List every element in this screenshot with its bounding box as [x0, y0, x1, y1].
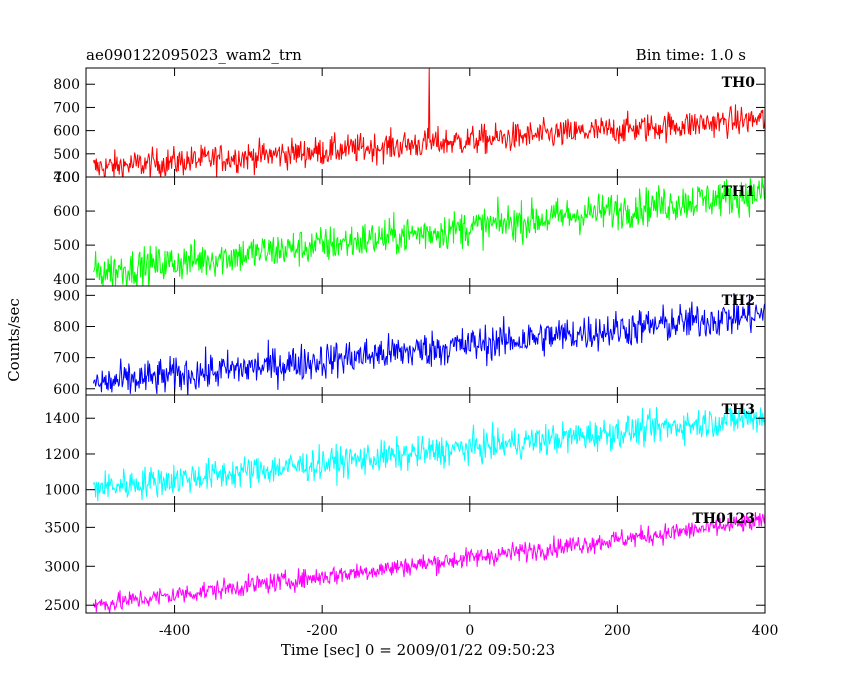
- y-tick-label: 700: [53, 351, 80, 367]
- panel-frame: [85, 394, 766, 505]
- y-tick-label: 1200: [44, 447, 80, 463]
- y-tick-label: 600: [53, 204, 80, 220]
- panel-label: TH3: [722, 402, 755, 418]
- panel-th1: 400 500 600 700 TH1: [53, 170, 766, 288]
- panel-frame: [85, 503, 766, 614]
- x-tick-label: 0: [465, 623, 474, 639]
- y-tick-label: 400: [53, 170, 80, 186]
- y-tick-label: 1000: [44, 483, 80, 499]
- series-line-th0: [92, 68, 765, 177]
- x-axis: -400 -200 0 200 400: [159, 623, 779, 639]
- y-tick-label: 500: [53, 238, 80, 254]
- panel-th0123: 2500 3000 3500 TH0123: [44, 503, 766, 614]
- y-tick-label: 2500: [44, 598, 80, 614]
- y-tick-label: 500: [53, 147, 80, 163]
- series-line-th3: [92, 406, 765, 502]
- y-tick-label: 3500: [44, 520, 80, 536]
- panel-label: TH0: [722, 75, 756, 91]
- y-tick-label: 700: [53, 170, 80, 186]
- y-tick-label: 400: [53, 272, 80, 288]
- panel-th3: 1000 1200 1400 TH3: [44, 394, 766, 505]
- series-line-th2: [92, 292, 765, 395]
- panel-th2: 600 700 800 900 TH2: [53, 285, 766, 398]
- y-tick-label: 800: [53, 319, 80, 335]
- panel-th0: 400 500 600 700 800 TH0: [53, 67, 766, 186]
- y-tick-label: 700: [53, 100, 80, 116]
- panel-label: TH0123: [692, 511, 755, 527]
- series-line-th0123: [92, 512, 765, 613]
- observation-id-label: ae090122095023_wam2_trn: [86, 46, 302, 64]
- series-line-th1: [92, 177, 765, 286]
- x-tick-label: 400: [752, 623, 779, 639]
- y-tick-label: 600: [53, 124, 80, 140]
- panels-group: 400 500 600 700 800 TH0 400 500 600 700 TH1 600 700 8…: [44, 67, 766, 614]
- x-tick-label: -200: [306, 623, 337, 639]
- y-tick-label: 800: [53, 77, 80, 93]
- y-tick-label: 900: [53, 288, 80, 304]
- y-tick-label: 3000: [44, 559, 80, 575]
- panel-label: TH2: [722, 293, 755, 309]
- y-axis-label: Counts/sec: [5, 298, 23, 382]
- bin-time-label: Bin time: 1.0 s: [636, 46, 746, 64]
- x-axis-label: Time [sec] 0 = 2009/01/22 09:50:23: [281, 641, 555, 659]
- panel-label: TH1: [722, 184, 755, 200]
- x-tick-label: 200: [604, 623, 631, 639]
- x-tick-label: -400: [159, 623, 190, 639]
- y-tick-label: 1400: [44, 411, 80, 427]
- y-tick-label: 600: [53, 382, 80, 398]
